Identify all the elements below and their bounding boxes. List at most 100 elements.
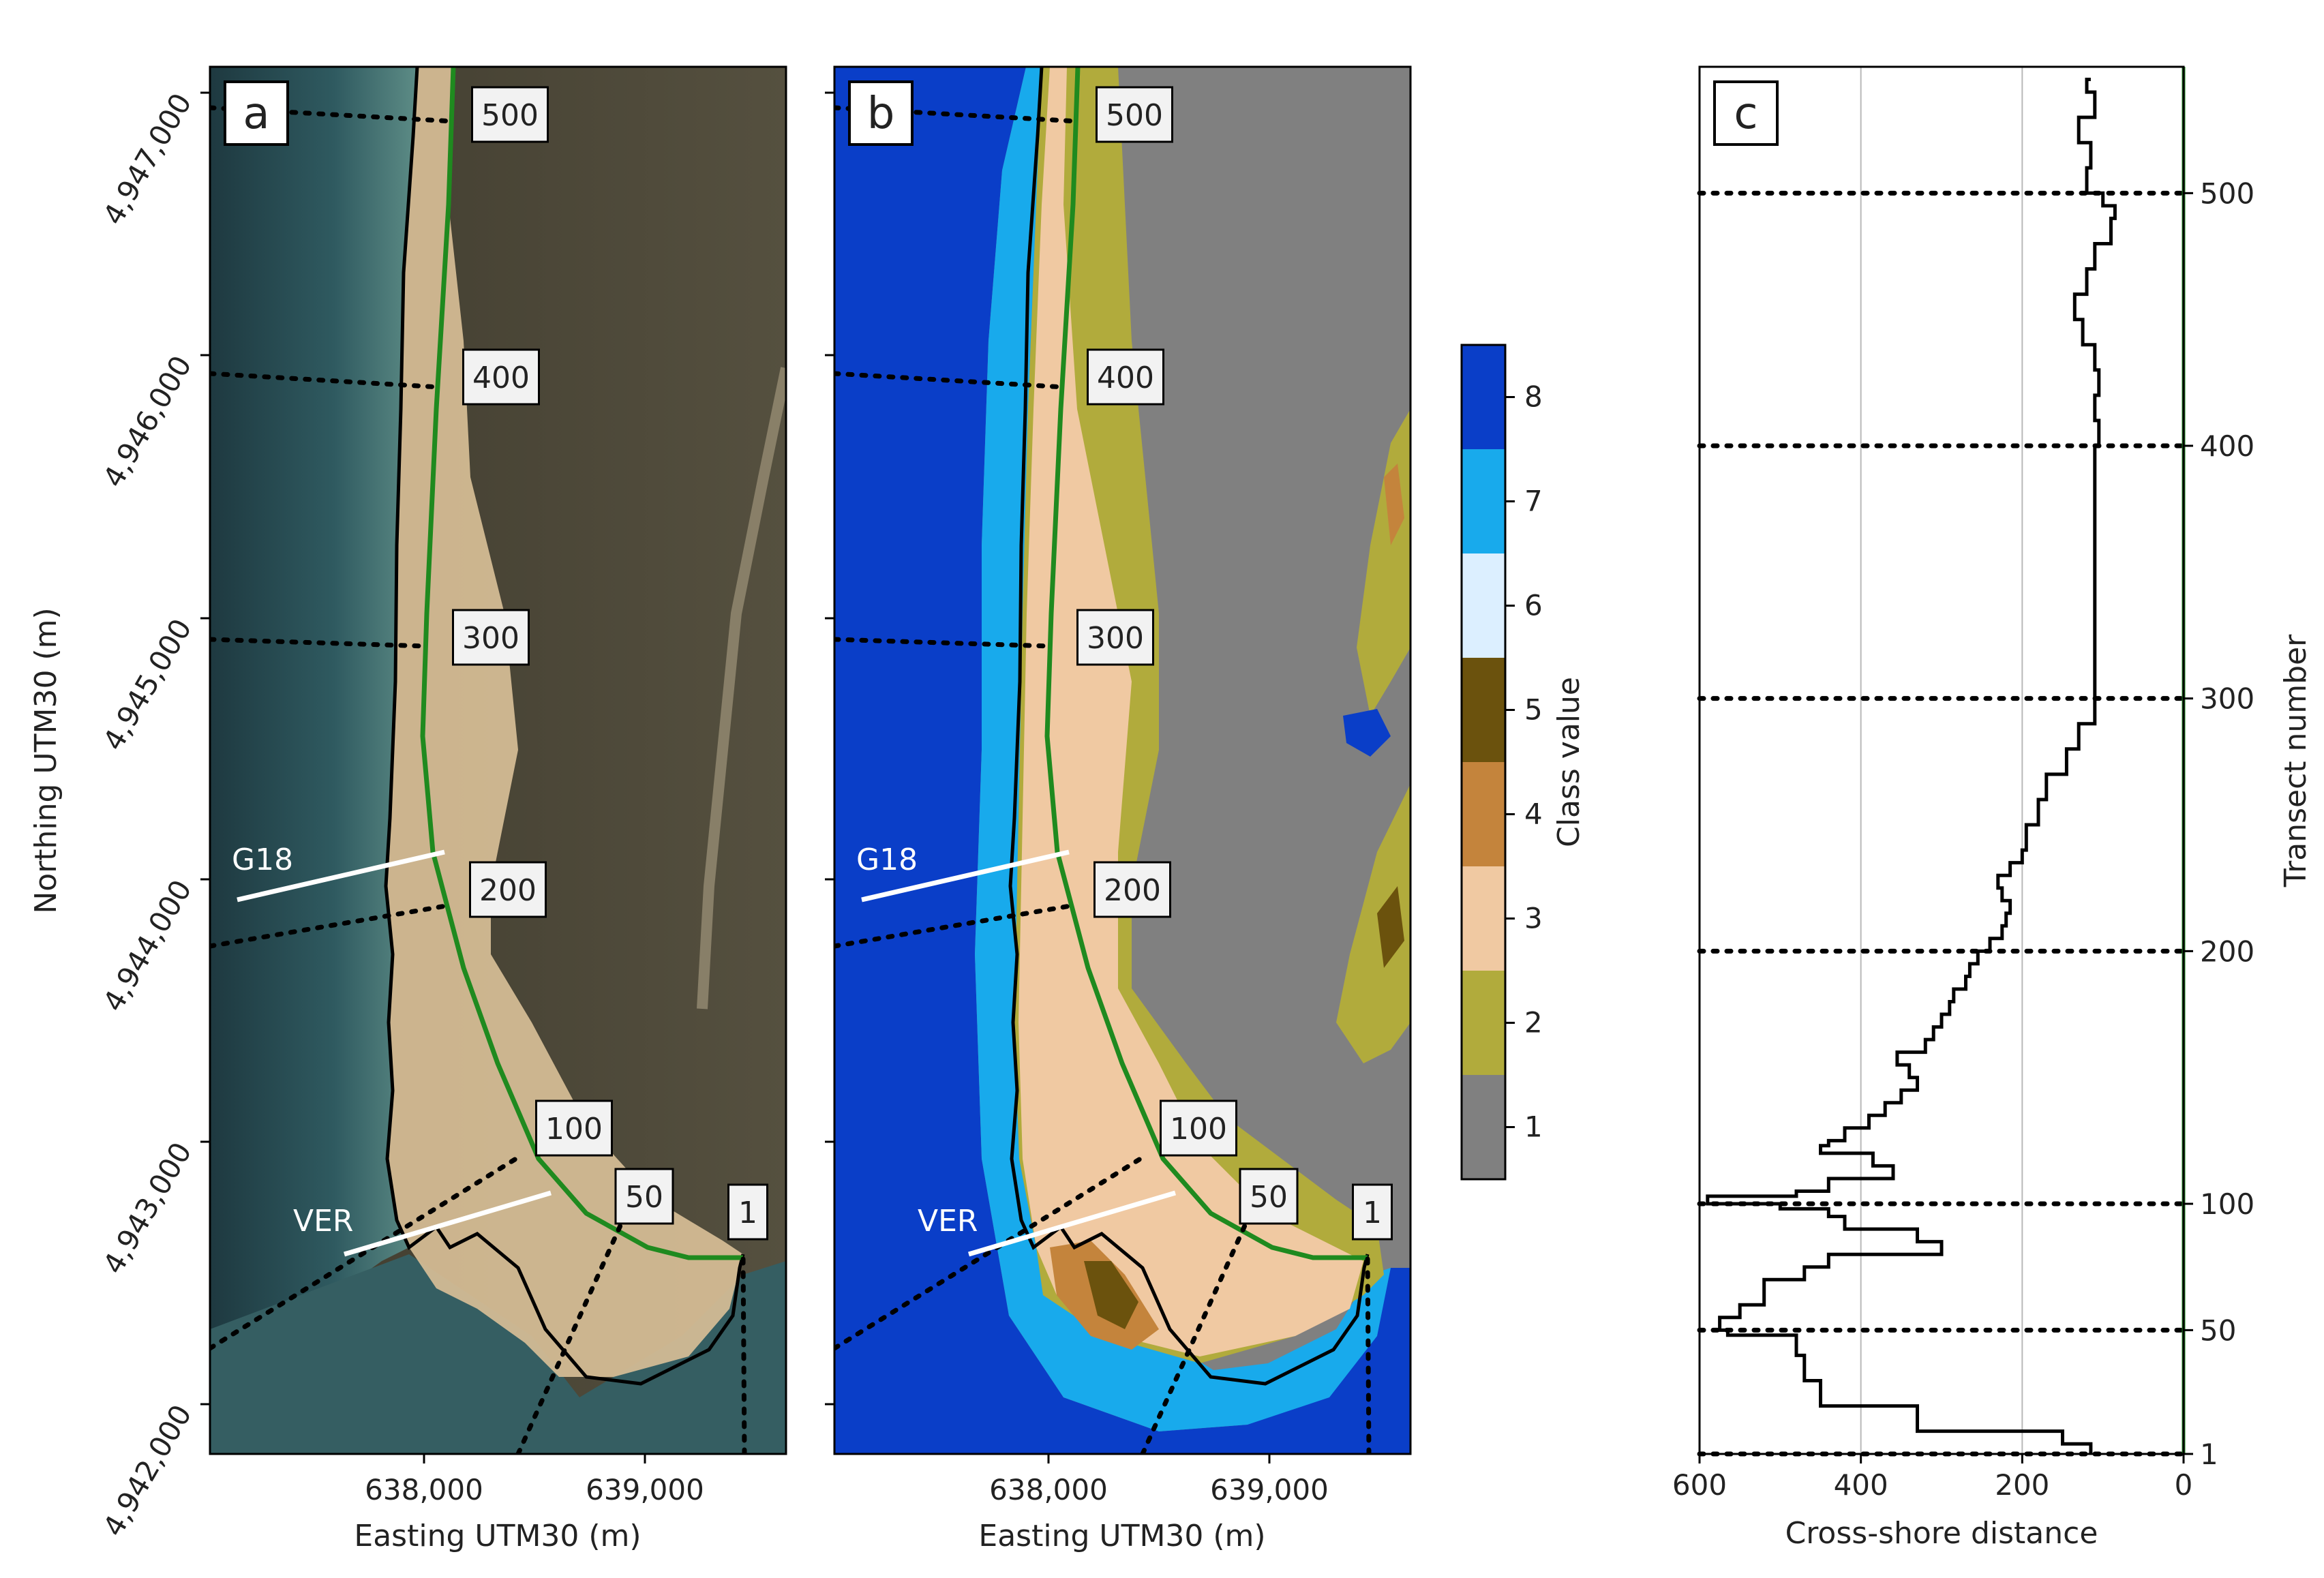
panel-b-baseline [1044, 67, 1368, 1260]
colorbar-tick-label-7: 7 [1524, 485, 1543, 518]
colorbar-swatch-5 [1462, 658, 1505, 762]
y-tick-label-100: 100 [2200, 1187, 2254, 1221]
panel-a-g18-profile [237, 849, 445, 902]
transect-label-1: 1 [1363, 1196, 1382, 1230]
y-tick-label-4,944,000: 4,944,000 [96, 875, 198, 1018]
transect-label-300: 300 [1087, 621, 1144, 656]
panel-c-label-box [1713, 80, 1779, 146]
panel-a-sea-lower [210, 1254, 786, 1454]
colorbar-tick-label-1: 1 [1524, 1110, 1543, 1144]
panel-c-x-axis: 600 400 200 0 [1672, 1454, 2192, 1502]
transect-label-box-100 [535, 1099, 613, 1157]
transect-label-box-300 [452, 609, 530, 666]
transect-label-1: 1 [738, 1196, 757, 1230]
cross-shore-distance-line [1706, 78, 2117, 1454]
transect-label-box-50 [614, 1168, 674, 1225]
transect-label-200: 200 [1104, 873, 1161, 908]
panel-a-xlabel: Easting UTM30 (m) [354, 1519, 641, 1553]
panel-a-transect-labels: 500 400 300 200 100 50 1 [452, 86, 768, 1241]
panel-b-class7-shallow [975, 67, 1391, 1431]
y-tick-label-50: 50 [2200, 1314, 2236, 1347]
colorbar-tick-label-5: 5 [1524, 693, 1543, 727]
panel-c-y-axis: 1 50 100 200 300 400 500 [2184, 177, 2254, 1471]
y-tick-label-400: 400 [2200, 429, 2254, 463]
panel-a-transects [210, 105, 747, 1454]
panel-b-ver-profile [968, 1190, 1176, 1257]
transect-label-box-1 [1352, 1183, 1393, 1241]
panel-a-ver-label: VER [293, 1204, 353, 1239]
transect-label-box-300 [1076, 609, 1154, 666]
panel-a-g18-label: G18 [232, 843, 293, 877]
panel-a-shoreline [384, 67, 745, 1386]
x-tick-label-0: 0 [2175, 1468, 2193, 1502]
panel-a-sand [386, 67, 743, 1377]
colorbar-tick-label-2: 2 [1524, 1006, 1543, 1040]
y-tick-label-500: 500 [2200, 177, 2254, 210]
panel-c-label: c [1734, 89, 1757, 139]
panel-c-chart: 600 400 200 0 1 50 100 200 300 400 500 c Cross-sh… [1672, 65, 2313, 1551]
y-tick-label-1: 1 [2200, 1438, 2218, 1471]
transect-label-50: 50 [625, 1180, 663, 1215]
transect-label-box-400 [1087, 348, 1164, 406]
panel-a-frame [209, 65, 787, 1455]
transect-label-200: 200 [479, 873, 537, 908]
panel-b-class8-sea [834, 67, 1410, 1454]
panel-c-grid [1860, 67, 2023, 1454]
panel-a-ylabel: Northing UTM30 (m) [29, 607, 63, 913]
panel-a-x-axis: 638,000 639,000 [365, 1454, 704, 1506]
x-tick-label-638,000: 638,000 [365, 1473, 483, 1506]
colorbar: 1 2 3 4 5 6 7 8 Class value [1460, 344, 1586, 1181]
panel-b-transects [834, 105, 1372, 1454]
panel-b-xlabel: Easting UTM30 (m) [978, 1519, 1265, 1553]
transect-label-500: 500 [1106, 98, 1163, 133]
panel-b-class5-dune [1084, 1261, 1138, 1329]
colorbar-swatch-3 [1462, 866, 1505, 971]
panel-b-label: b [867, 89, 895, 139]
colorbar-tick-label-4: 4 [1524, 798, 1543, 831]
colorbar-frame [1460, 344, 1507, 1181]
transect-label-box-50 [1239, 1168, 1299, 1225]
colorbar-swatch-4 [1462, 762, 1505, 866]
panel-c-ylabel: Transect number [2278, 634, 2313, 887]
colorbar-tick-label-6: 6 [1524, 589, 1543, 622]
transect-label-100: 100 [545, 1112, 603, 1147]
panel-a-y-axis: 4,942,000 4,943,000 4,944,000 4,945,000 4,94… [96, 88, 210, 1542]
transect-label-400: 400 [1097, 361, 1154, 395]
colorbar-swatches: 1 2 3 4 5 6 7 8 [1462, 345, 1543, 1179]
panel-b-g18-label: G18 [856, 843, 918, 877]
transect-label-box-500 [1096, 86, 1173, 143]
x-tick-label-200: 200 [1995, 1468, 2049, 1502]
transect-label-100: 100 [1170, 1112, 1227, 1147]
colorbar-swatch-1 [1462, 1075, 1505, 1179]
colorbar-swatch-7 [1462, 449, 1505, 553]
transect-label-box-200 [1093, 861, 1171, 918]
panel-b-g18-profile [861, 849, 1070, 902]
panel-b-ver-label: VER [918, 1204, 978, 1239]
panel-b-x-axis: 638,000 639,000 [989, 1454, 1329, 1506]
panel-b-transect-labels: 500 400 300 200 100 50 1 [1076, 86, 1393, 1241]
panel-b-shoreline [1008, 67, 1370, 1386]
y-tick-label-4,945,000: 4,945,000 [96, 613, 198, 757]
panel-a-label-box [224, 80, 289, 146]
panel-b-y-axis [825, 91, 834, 1406]
transect-label-box-500 [471, 86, 549, 143]
panel-a-ver-profile [344, 1190, 552, 1257]
panel-b-class8-inland-pond [1343, 709, 1391, 757]
panel-b-class5-inland [1377, 886, 1404, 968]
y-tick-label-300: 300 [2200, 682, 2254, 716]
panel-a-map: 500 400 300 200 100 50 1 G18 VER a 638,000 639,… [29, 65, 787, 1553]
panel-b-label-box [848, 80, 914, 146]
x-tick-label-638,000: 638,000 [989, 1473, 1108, 1506]
panel-a-sea [210, 67, 417, 1454]
colorbar-swatch-2 [1462, 971, 1505, 1075]
transect-label-400: 400 [472, 361, 530, 395]
colorbar-tick-label-3: 3 [1524, 902, 1543, 935]
panel-c-frame [1698, 65, 2185, 1455]
transect-label-500: 500 [481, 98, 539, 133]
y-tick-label-4,947,000: 4,947,000 [96, 88, 198, 231]
colorbar-swatch-6 [1462, 553, 1505, 658]
transect-label-box-1 [727, 1183, 768, 1241]
panel-b-class2-inland-lower [1336, 784, 1410, 1063]
panel-b-class4-inland [1384, 464, 1404, 545]
